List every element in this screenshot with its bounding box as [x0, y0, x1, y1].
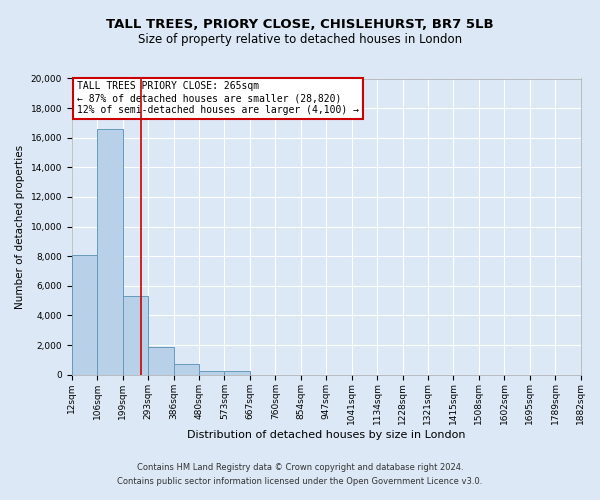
Text: Contains public sector information licensed under the Open Government Licence v3: Contains public sector information licen… — [118, 477, 482, 486]
Bar — [72, 254, 97, 374]
Text: Size of property relative to detached houses in London: Size of property relative to detached ho… — [138, 32, 462, 46]
X-axis label: Distribution of detached houses by size in London: Distribution of detached houses by size … — [187, 430, 466, 440]
Text: TALL TREES PRIORY CLOSE: 265sqm
← 87% of detached houses are smaller (28,820)
12: TALL TREES PRIORY CLOSE: 265sqm ← 87% of… — [77, 82, 359, 114]
Bar — [148, 348, 173, 374]
Y-axis label: Number of detached properties: Number of detached properties — [15, 144, 25, 308]
Text: TALL TREES, PRIORY CLOSE, CHISLEHURST, BR7 5LB: TALL TREES, PRIORY CLOSE, CHISLEHURST, B… — [106, 18, 494, 30]
Bar — [97, 129, 122, 374]
Bar — [199, 370, 224, 374]
Bar — [173, 364, 199, 374]
Text: Contains HM Land Registry data © Crown copyright and database right 2024.: Contains HM Land Registry data © Crown c… — [137, 464, 463, 472]
Bar — [224, 370, 250, 374]
Bar — [122, 296, 148, 374]
